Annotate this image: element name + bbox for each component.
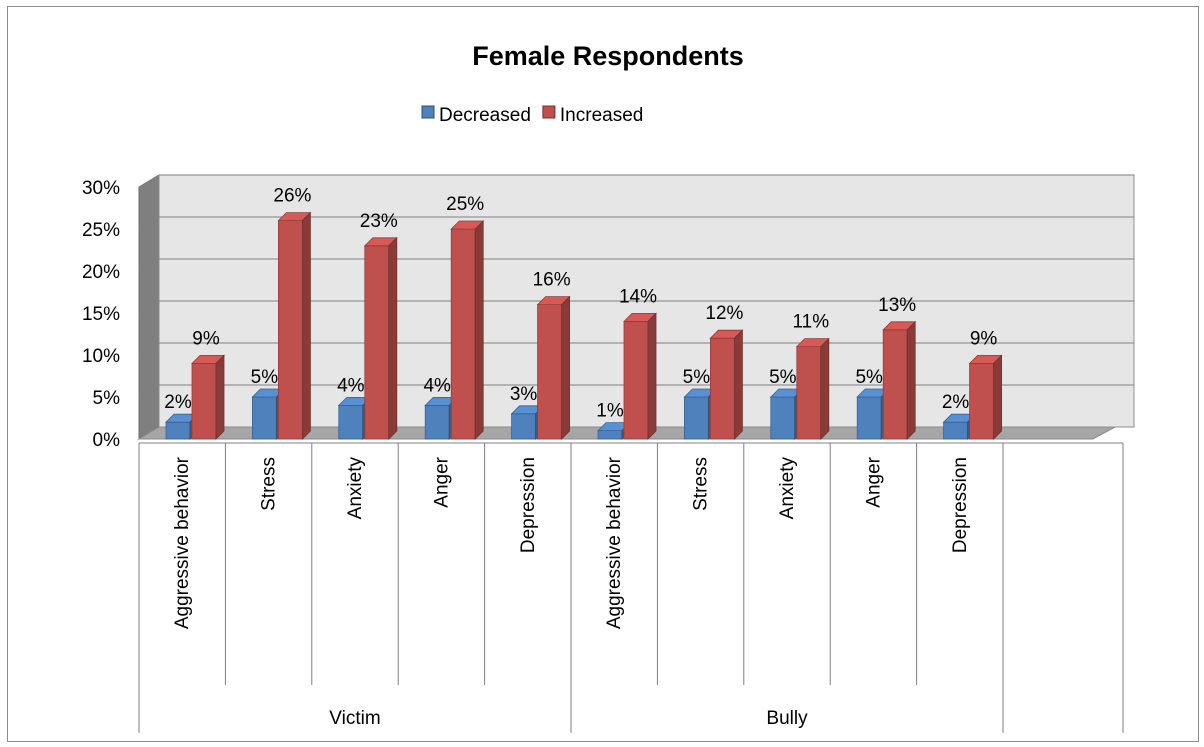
bar-side [906, 320, 916, 440]
data-label: 5% [769, 367, 797, 388]
gridline-diagonal [138, 384, 160, 398]
axes: 0% 5% 10% 15% 20% 25% 30% Aggressive behavior St… [82, 178, 1124, 733]
gridline-diagonal [138, 174, 160, 188]
y-tick-label: 10% [82, 346, 120, 367]
data-label: 16% [533, 270, 571, 291]
gridline-diagonal [138, 300, 160, 314]
y-tick-label: 0% [93, 430, 121, 451]
bar [337, 396, 372, 440]
bar-front [251, 396, 277, 440]
bar [450, 220, 485, 440]
chart-title: Female Respondents [472, 41, 744, 71]
legend: Decreased Increased [421, 105, 643, 126]
data-label: 9% [970, 328, 998, 349]
bar-front [165, 421, 191, 440]
legend-swatch [421, 105, 435, 119]
bar-front [710, 337, 735, 440]
bar-front [623, 320, 649, 440]
y-tick-label: 15% [82, 304, 120, 325]
bar-front [424, 404, 450, 440]
data-label: 25% [446, 194, 484, 215]
y-tick-label: 5% [93, 388, 121, 409]
bar-front [796, 346, 822, 440]
bar [968, 354, 1003, 440]
category-label: Anxiety [345, 457, 366, 520]
category-label: Anger [431, 456, 452, 507]
bar-front [856, 396, 882, 440]
category-label: Anger [863, 456, 884, 507]
chart-frame: Female Respondents Decreased Increased 2%… [7, 6, 1199, 742]
data-label: 5% [251, 367, 279, 388]
bar-side [561, 295, 570, 440]
bar-front [537, 304, 562, 440]
bar-side [301, 211, 311, 440]
legend-label: Decreased [439, 105, 531, 126]
legend-label: Increased [560, 105, 643, 126]
gridline-diagonal [138, 342, 160, 356]
bar [623, 312, 657, 440]
category-label: Depression [518, 457, 539, 553]
bar-front [597, 430, 623, 440]
category-label: Anxiety [777, 457, 798, 520]
data-label: 13% [878, 295, 916, 316]
data-label: 4% [423, 375, 451, 396]
y-tick-label: 20% [82, 262, 120, 283]
data-label: 12% [705, 303, 743, 324]
bar [363, 236, 398, 440]
bar-front [770, 396, 796, 440]
bar-front [511, 413, 537, 440]
data-label: 11% [792, 312, 829, 333]
data-label: 1% [596, 401, 624, 422]
bar-front [364, 245, 390, 440]
category-label: Stress [691, 457, 712, 511]
bar [536, 295, 571, 440]
bar [795, 337, 830, 440]
bar-front [277, 220, 303, 440]
data-label: 9% [192, 328, 220, 349]
bar-front [943, 421, 968, 440]
category-label: Stress [259, 457, 280, 511]
bar-side [215, 354, 225, 440]
group-label: Bully [766, 708, 808, 729]
category-label: Aggressive behavior [172, 456, 193, 629]
bar-side [820, 337, 830, 440]
data-label: 3% [510, 384, 538, 405]
bar-front [191, 362, 217, 440]
gridline-diagonal [138, 216, 160, 230]
bar-front [684, 396, 709, 440]
bar-side [734, 329, 743, 440]
category-label: Aggressive behavior [604, 456, 625, 629]
bars [165, 211, 1003, 440]
data-label: 14% [619, 286, 657, 307]
data-labels: 2% 9% 5% 26% 4% 23% 4% 25% 3% 16% 1% 14% 5% 12% 5% 11% 5… [164, 186, 997, 422]
bar [882, 320, 917, 440]
category-label: Depression [950, 457, 971, 553]
data-label: 23% [360, 211, 398, 232]
legend-swatch [542, 105, 556, 119]
bar-front [882, 329, 908, 440]
bar [709, 329, 744, 440]
data-label: 4% [337, 375, 365, 396]
group-label: Victim [329, 708, 380, 729]
data-label: 2% [164, 392, 192, 413]
data-label: 2% [942, 392, 970, 413]
bar [277, 211, 312, 440]
bar-side [993, 354, 1002, 440]
gridline-diagonal [138, 258, 160, 272]
bar-front [969, 362, 994, 440]
y-tick-label: 30% [82, 178, 120, 199]
data-label: 5% [855, 367, 883, 388]
bar-front [450, 228, 476, 440]
bar-side [647, 312, 657, 440]
bar-front [338, 404, 364, 440]
chart-canvas: Female Respondents Decreased Increased 2%… [82, 41, 1135, 733]
data-label: 5% [683, 367, 711, 388]
bar-side [388, 236, 398, 440]
data-label: 26% [273, 186, 311, 207]
y-tick-label: 25% [82, 220, 120, 241]
bar-side [474, 220, 484, 440]
bar [191, 354, 225, 440]
